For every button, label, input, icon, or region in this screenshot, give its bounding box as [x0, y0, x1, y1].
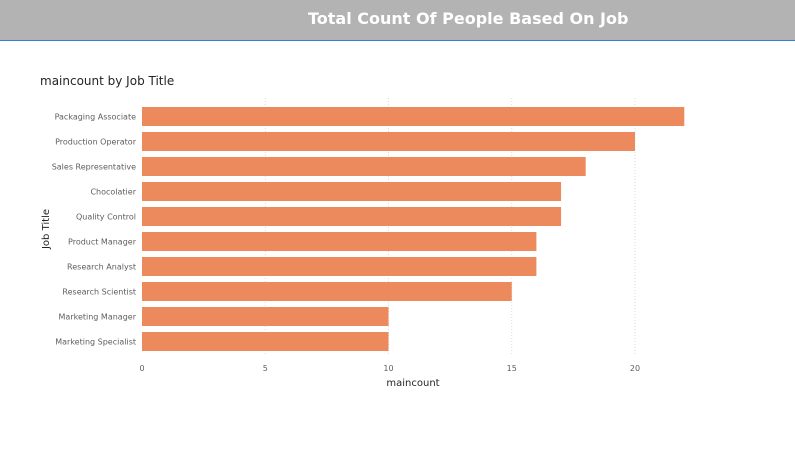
bar[interactable] — [142, 132, 635, 151]
y-axis-title: Job Title — [41, 209, 52, 250]
bar[interactable] — [142, 207, 562, 226]
bar[interactable] — [142, 307, 389, 326]
report-header: Total Count Of People Based On Job — [0, 0, 795, 41]
x-tick-label: 10 — [383, 364, 393, 373]
bars — [142, 107, 685, 351]
category-label: Packaging Associate — [55, 113, 137, 122]
x-axis-title: maincount — [386, 378, 439, 389]
category-label: Research Scientist — [62, 288, 136, 297]
bar[interactable] — [142, 257, 537, 276]
bar[interactable] — [142, 182, 562, 201]
x-tick-label: 20 — [630, 364, 640, 373]
category-labels: Packaging Associate Production Operator Sa… — [52, 113, 137, 347]
x-tick-label: 0 — [139, 364, 144, 373]
category-label: Production Operator — [55, 138, 137, 147]
category-label: Marketing Manager — [59, 313, 137, 322]
category-label: Chocolatier — [90, 188, 136, 197]
report-title: Total Count Of People Based On Job — [308, 9, 629, 28]
category-label: Research Analyst — [67, 263, 136, 272]
bar[interactable] — [142, 232, 537, 251]
category-label: Product Manager — [68, 238, 137, 247]
x-tick-label: 15 — [507, 364, 517, 373]
x-tick-labels: 0 5 10 15 20 — [139, 364, 640, 373]
category-label: Quality Control — [76, 213, 136, 222]
chart-title: maincount by Job Title — [40, 74, 175, 88]
bar[interactable] — [142, 107, 685, 126]
bar[interactable] — [142, 332, 389, 351]
category-label: Marketing Specialist — [55, 338, 136, 347]
bar[interactable] — [142, 157, 586, 176]
bar[interactable] — [142, 282, 512, 301]
category-label: Sales Representative — [52, 163, 136, 172]
x-tick-label: 5 — [263, 364, 268, 373]
